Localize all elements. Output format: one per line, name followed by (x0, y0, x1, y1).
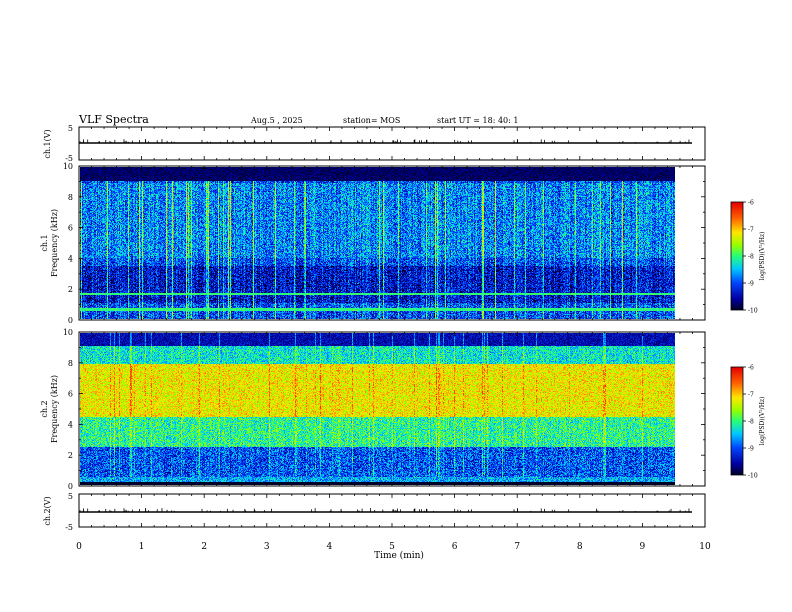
spec1-yaxis-label-10: 10 (63, 162, 73, 171)
ch2-colorbar-gradient (731, 367, 743, 475)
x-tick-label-4: 4 (327, 542, 333, 552)
ch2-spectrogram-image (80, 333, 694, 485)
spec2-yaxis-label-10: 10 (63, 328, 73, 337)
ch2-wave-ytick-top: 5 (68, 492, 73, 501)
cbar1-ticks-label--8: -8 (748, 254, 754, 261)
x-tick-label-3: 3 (264, 542, 270, 552)
spec1-yaxis-label-4: 4 (68, 254, 73, 263)
start-time-label: start UT = 18: 40: 1 (437, 116, 518, 125)
ch2-waveform-spikes (79, 508, 690, 513)
ch1-spec-ylabel-frequency: Frequency (kHz) (50, 209, 59, 277)
figure-title: VLF Spectra (78, 113, 149, 126)
x-tick-label-1: 1 (139, 542, 145, 552)
ch1-wave-ytick-top: 5 (68, 124, 73, 133)
cbar1-ticks-label--9: -9 (748, 281, 754, 288)
ch1-wave-ytick-bottom: -5 (65, 154, 73, 163)
spec1-yaxis-label-6: 6 (68, 224, 73, 233)
ch2-colorbar-frame (730, 366, 744, 476)
x-axis-label: Time (min) (374, 550, 424, 561)
ch1-colorbar-gradient (731, 202, 743, 310)
ch1-waveform-panel: 5 -5 ch.1(V) (43, 124, 706, 163)
spec2-yaxis-label-2: 2 (68, 451, 73, 460)
cbar1-ticks-label--6: -6 (748, 200, 754, 207)
ch2-colorbar-ticks: -6 -7 -8 -9 -10 (743, 365, 758, 480)
x-tick-label-9: 9 (640, 542, 646, 552)
ch2-wave-ytick-bottom: -5 (65, 523, 73, 532)
spec2-yaxis-label-8: 8 (68, 359, 73, 368)
x-tick-label-6: 6 (452, 542, 458, 552)
x-tick-label-7: 7 (514, 542, 520, 552)
ch2-wave-ylabel: ch.2(V) (43, 496, 52, 525)
x-tick-label-0: 0 (76, 542, 82, 552)
x-tick-label-2: 2 (201, 542, 207, 552)
cbar2-ticks-label--8: -8 (748, 419, 754, 426)
spec1-yaxis-label-2: 2 (68, 285, 73, 294)
cbar2-ticks-label--6: -6 (748, 365, 754, 372)
date-label: Aug.5 , 2025 (250, 116, 303, 125)
time-tick-marks (78, 127, 706, 527)
ch1-spec-ylabel-channel: ch.1 (40, 234, 49, 251)
ch1-wave-ylabel: ch.1(V) (43, 129, 52, 158)
ch2-spectrogram-yaxis: 0 2 4 6 8 10 (63, 328, 705, 491)
ch2-waveform-frame (78, 493, 706, 528)
ch2-colorbar-label: log(PSD)(V²/Hz) (759, 397, 766, 446)
ch1-waveform-spikes (79, 139, 690, 144)
spec2-yaxis-label-6: 6 (68, 390, 73, 399)
ch2-spec-ylabel-frequency: Frequency (kHz) (50, 375, 59, 443)
ch1-spectrogram-image (80, 167, 694, 319)
cbar2-ticks-label--10: -10 (748, 473, 758, 480)
ch1-colorbar-label: log(PSD)(V²/Hz) (759, 232, 766, 281)
x-axis-tick-labels: 0 1 2 3 4 5 6 7 8 9 10 (76, 542, 711, 552)
ch2-spec-ylabel-channel: ch.2 (40, 400, 49, 417)
ch1-spectrogram-panel: 0 2 4 6 8 10 ch.1 Frequency (kHz) -6 -7 -8 -9 -10… (40, 162, 766, 325)
x-tick-label-5: 5 (389, 542, 395, 552)
cbar1-ticks-label--10: -10 (748, 308, 758, 315)
spec1-yaxis-label-0: 0 (68, 316, 73, 325)
x-tick-label-10: 10 (699, 542, 711, 552)
station-label: station= MOS (343, 116, 400, 125)
ch1-spectrogram-frame (78, 165, 706, 321)
spec1-yaxis-label-8: 8 (68, 193, 73, 202)
cbar2-ticks-label--9: -9 (748, 446, 754, 453)
ch2-spectrogram-frame (78, 331, 706, 487)
ch1-colorbar-frame (730, 201, 744, 311)
cbar2-ticks-label--7: -7 (748, 392, 754, 399)
cbar1-ticks-label--7: -7 (748, 227, 754, 234)
spec2-yaxis-label-4: 4 (68, 420, 73, 429)
ch2-waveform-panel: 5 -5 ch.2(V) (43, 492, 706, 532)
ch1-spectrogram-yaxis: 0 2 4 6 8 10 (63, 162, 705, 325)
x-tick-label-8: 8 (577, 542, 583, 552)
ch2-spectrogram-panel: 0 2 4 6 8 10 ch.2 Frequency (kHz) -6 -7 -8 -9 -10… (40, 328, 766, 491)
spec2-yaxis-label-0: 0 (68, 482, 73, 491)
ch1-colorbar-ticks: -6 -7 -8 -9 -10 (743, 200, 758, 315)
